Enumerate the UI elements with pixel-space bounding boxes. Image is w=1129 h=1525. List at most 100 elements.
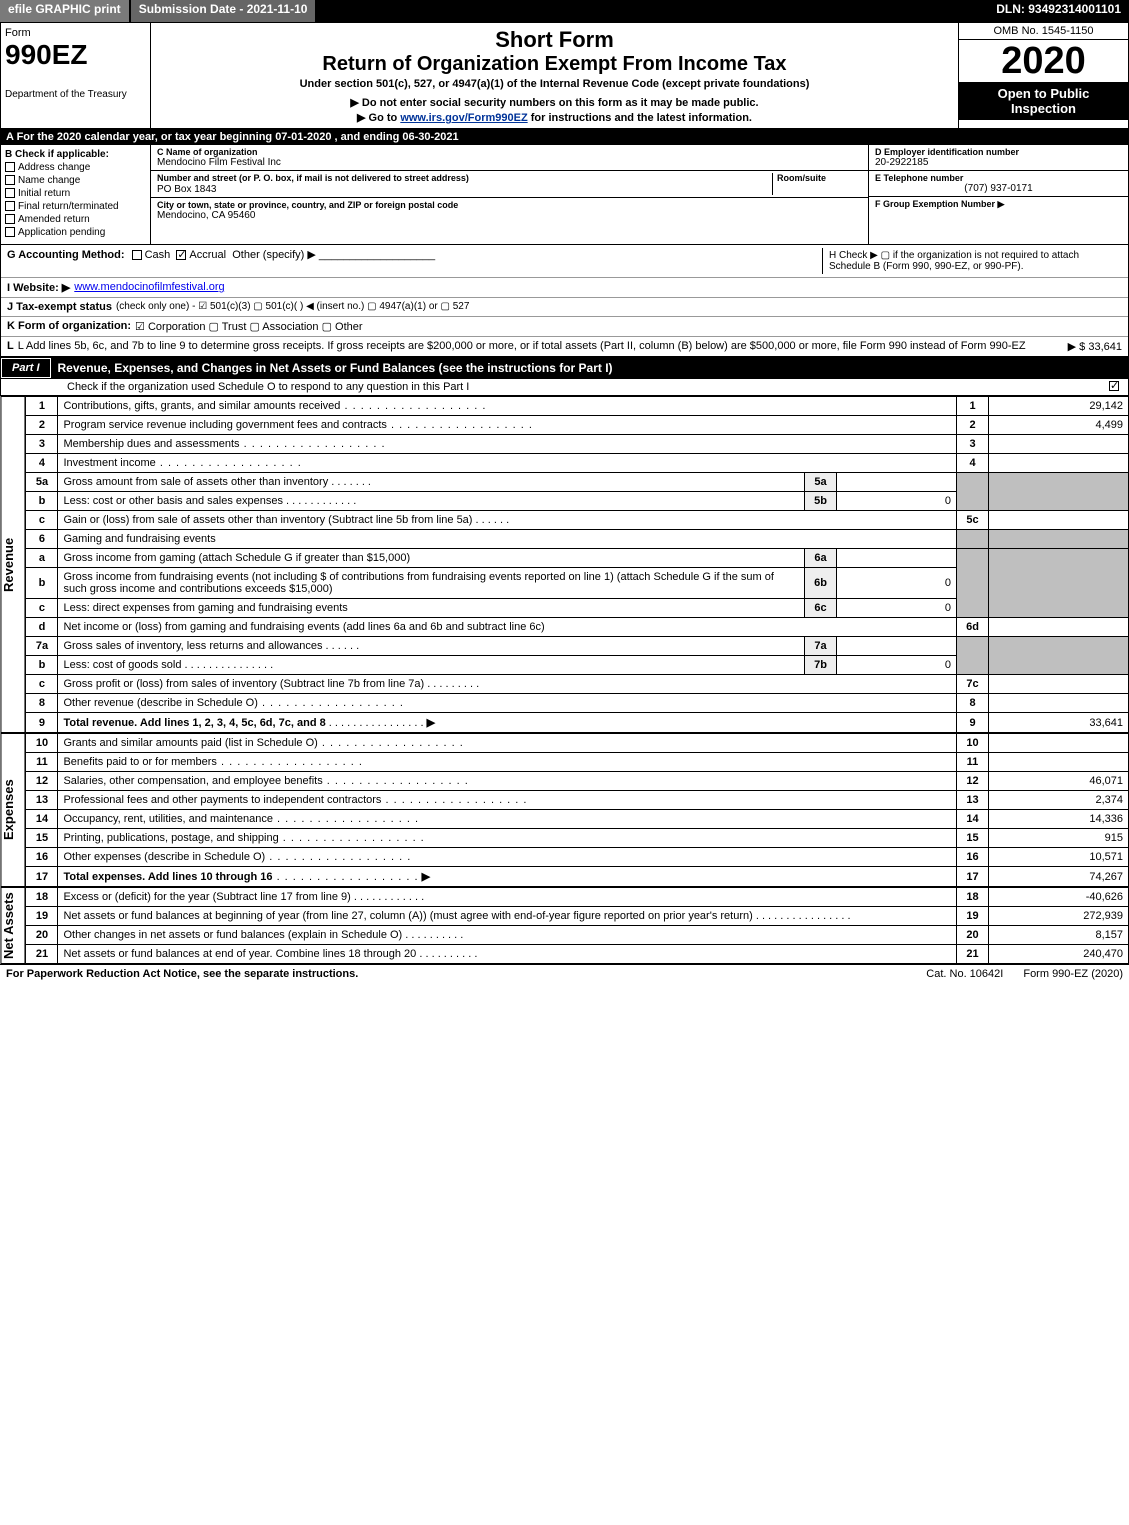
part1-tag: Part I	[1, 358, 51, 378]
line-14-idx: 14	[957, 810, 989, 829]
chk-initial-return[interactable]: Initial return	[5, 188, 146, 199]
line-14-val: 14,336	[989, 810, 1129, 829]
line-6a-sv	[837, 549, 957, 568]
part1-checkbox[interactable]	[1109, 381, 1119, 391]
line-11-desc: Benefits paid to or for members	[63, 756, 216, 768]
line-20-desc: Other changes in net assets or fund bala…	[63, 929, 402, 941]
line-10-idx: 10	[957, 734, 989, 753]
line-7a: 7aGross sales of inventory, less returns…	[26, 637, 1129, 656]
footer-center: Cat. No. 10642I	[926, 968, 1003, 980]
line-7b-sv: 0	[837, 656, 957, 675]
chk-application-pending[interactable]: Application pending	[5, 227, 146, 238]
section-f: F Group Exemption Number ▶	[869, 197, 1128, 212]
irs-link[interactable]: www.irs.gov/Form990EZ	[400, 112, 527, 124]
line-12-idx: 12	[957, 772, 989, 791]
tax-year: 2020	[959, 40, 1128, 82]
line-21-idx: 21	[957, 945, 989, 964]
room-label: Room/suite	[777, 173, 826, 183]
section-b-header: B Check if applicable:	[5, 149, 146, 160]
line-9-desc: Total revenue. Add lines 1, 2, 3, 4, 5c,…	[63, 717, 325, 729]
line-8-val	[989, 694, 1129, 713]
line-12: 12 Salaries, other compensation, and empl…	[26, 772, 1129, 791]
ein: 20-2922185	[875, 157, 1122, 168]
k-label: K Form of organization:	[7, 320, 131, 333]
line-6a-desc: Gross income from gaming (attach Schedul…	[58, 549, 805, 568]
line-6-desc: Gaming and fundraising events	[58, 530, 957, 549]
line-6a-sn: 6a	[805, 549, 837, 568]
line-5b-sv: 0	[837, 492, 957, 511]
ein-label: D Employer identification number	[875, 147, 1122, 157]
g-accrual-checkbox[interactable]	[176, 250, 186, 260]
street-row: Number and street (or P. O. box, if mail…	[151, 171, 868, 198]
website-link[interactable]: www.mendocinofilmfestival.org	[74, 281, 224, 294]
meta-rows: G Accounting Method: Cash Accrual Other …	[0, 245, 1129, 357]
row-i: I Website: ▶ www.mendocinofilmfestival.o…	[1, 278, 1128, 298]
i-label: I Website: ▶	[7, 281, 70, 294]
chk-final-return[interactable]: Final return/terminated	[5, 201, 146, 212]
chk-final-return-label: Final return/terminated	[18, 201, 119, 212]
line-10: 10 Grants and similar amounts paid (list …	[26, 734, 1129, 753]
section-b: B Check if applicable: Address change Na…	[1, 145, 151, 244]
part1-check-row: Check if the organization used Schedule …	[0, 379, 1129, 396]
chk-amended-return-label: Amended return	[18, 214, 90, 225]
line-4-desc: Investment income	[63, 457, 155, 469]
chk-address-change[interactable]: Address change	[5, 162, 146, 173]
line-4-val	[989, 454, 1129, 473]
line-18-val: -40,626	[989, 888, 1129, 907]
g-cash-checkbox[interactable]	[132, 250, 142, 260]
chk-amended-return[interactable]: Amended return	[5, 214, 146, 225]
line-17: 17Total expenses. Add lines 10 through 1…	[26, 867, 1129, 887]
goto-suffix: for instructions and the latest informat…	[528, 112, 752, 124]
line-12-desc: Salaries, other compensation, and employ…	[63, 775, 322, 787]
netassets-block: Net Assets 18Excess or (deficit) for the…	[0, 887, 1129, 964]
line-5b-sn: 5b	[805, 492, 837, 511]
chk-name-change[interactable]: Name change	[5, 175, 146, 186]
efile-print-button[interactable]: efile GRAPHIC print	[0, 0, 131, 22]
chk-application-pending-label: Application pending	[18, 227, 105, 238]
line-20: 20Other changes in net assets or fund ba…	[26, 926, 1129, 945]
line-2-val: 4,499	[989, 416, 1129, 435]
header-center: Short Form Return of Organization Exempt…	[151, 23, 958, 128]
subtitle-ssn-warning: ▶ Do not enter social security numbers o…	[157, 96, 952, 109]
city-row: City or town, state or province, country…	[151, 198, 868, 223]
dept-treasury: Department of the Treasury	[5, 89, 146, 100]
line-15-desc: Printing, publications, postage, and shi…	[63, 832, 278, 844]
header-right: OMB No. 1545-1150 2020 Open to Public In…	[958, 23, 1128, 128]
g-other: Other (specify) ▶	[232, 249, 316, 261]
row-j: J Tax-exempt status (check only one) - ☑…	[1, 298, 1128, 317]
line-14: 14Occupancy, rent, utilities, and mainte…	[26, 810, 1129, 829]
submission-date: Submission Date - 2021-11-10	[131, 0, 316, 22]
line-16-desc: Other expenses (describe in Schedule O)	[63, 851, 265, 863]
line-10-val	[989, 734, 1129, 753]
j-text: (check only one) - ☑ 501(c)(3) ▢ 501(c)(…	[116, 301, 469, 313]
line-15: 15Printing, publications, postage, and s…	[26, 829, 1129, 848]
form-number: 990EZ	[5, 39, 146, 71]
street-label: Number and street (or P. O. box, if mail…	[157, 173, 469, 183]
dln: DLN: 93492314001101	[988, 0, 1129, 22]
line-7a-sn: 7a	[805, 637, 837, 656]
revenue-table: 1Contributions, gifts, grants, and simil…	[25, 396, 1129, 733]
line-16: 16Other expenses (describe in Schedule O…	[26, 848, 1129, 867]
line-6d-idx: 6d	[957, 618, 989, 637]
line-1-val: 29,142	[989, 397, 1129, 416]
line-5c-idx: 5c	[957, 511, 989, 530]
line-5b-desc: Less: cost or other basis and sales expe…	[63, 495, 283, 507]
subtitle-section: Under section 501(c), 527, or 4947(a)(1)…	[157, 78, 952, 90]
netassets-table: 18Excess or (deficit) for the year (Subt…	[25, 887, 1129, 964]
line-19-desc: Net assets or fund balances at beginning…	[63, 910, 752, 922]
line-10-desc: Grants and similar amounts paid (list in…	[63, 737, 317, 749]
line-4: 4Investment income4	[26, 454, 1129, 473]
line-11-idx: 11	[957, 753, 989, 772]
street: PO Box 1843	[157, 184, 772, 195]
section-d: D Employer identification number 20-2922…	[869, 145, 1128, 171]
line-2: 2Program service revenue including gover…	[26, 416, 1129, 435]
expenses-side-label: Expenses	[0, 733, 25, 887]
row-g-h: G Accounting Method: Cash Accrual Other …	[1, 245, 1128, 278]
j-label: J Tax-exempt status	[7, 301, 112, 313]
revenue-block: Revenue 1Contributions, gifts, grants, a…	[0, 396, 1129, 733]
line-17-idx: 17	[957, 867, 989, 887]
chk-address-change-label: Address change	[18, 162, 90, 173]
l-amount: ▶ $ 33,641	[1068, 340, 1122, 353]
title-short-form: Short Form	[157, 27, 952, 53]
footer-left: For Paperwork Reduction Act Notice, see …	[6, 968, 358, 980]
